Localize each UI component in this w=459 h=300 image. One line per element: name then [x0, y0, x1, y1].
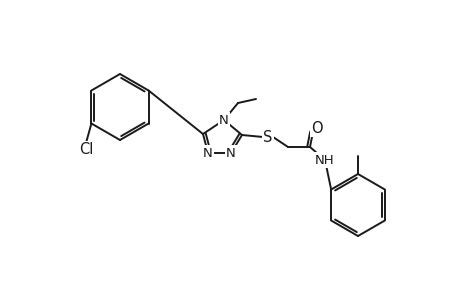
Text: N: N	[203, 146, 213, 160]
Text: N: N	[226, 146, 235, 160]
Text: N: N	[218, 113, 229, 127]
Text: S: S	[263, 130, 272, 145]
Text: NH: NH	[314, 154, 334, 166]
Text: O: O	[310, 121, 322, 136]
Text: Cl: Cl	[79, 142, 93, 157]
